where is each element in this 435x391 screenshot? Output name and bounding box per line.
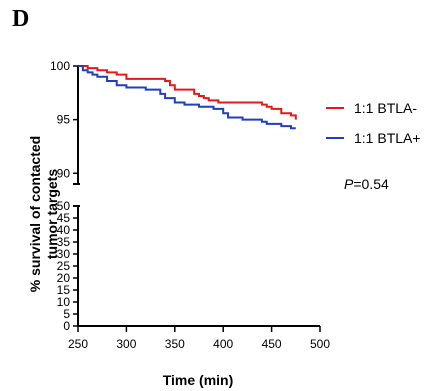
y-tick-label-lower-10: 10 [57,295,71,309]
y-tick-label-lower-50: 50 [57,199,71,213]
x-tick-label-500: 500 [310,337,330,351]
x-tick-label-300: 300 [116,337,136,351]
series-line-btla-neg [78,65,297,120]
y-tick-label-lower-45: 45 [57,211,71,225]
y-axis-label: % survival of contactedtumor targets [27,136,60,292]
y-tick-label-lower-25: 25 [57,259,71,273]
legend-swatch-btla-pos [326,137,344,139]
p-value-symbol: P [344,176,354,192]
legend-item-btla-neg: 1:1 BTLA- [326,100,417,116]
legend-swatch-btla-neg [326,107,344,109]
panel-letter: D [12,6,30,32]
x-tick-label-400: 400 [213,337,233,351]
x-tick-label-450: 450 [262,337,282,351]
legend-item-btla-pos: 1:1 BTLA+ [326,130,421,146]
y-tick-label-lower-20: 20 [57,271,71,285]
y-tick-label-upper-90: 90 [57,166,71,180]
p-value-annotation: P=0.54 [344,176,389,192]
series-lines [78,65,297,130]
series-line-btla-pos [78,65,296,130]
p-value-text: =0.54 [353,176,389,192]
x-tick-label-350: 350 [165,337,185,351]
y-tick-label-lower-0: 0 [63,319,70,333]
y-tick-label-lower-40: 40 [57,223,71,237]
x-axis-label: Time (min) [163,372,234,388]
x-tick-label-250: 250 [68,337,88,351]
y-tick-label-lower-15: 15 [57,283,71,297]
legend-label-btla-neg: 1:1 BTLA- [354,100,418,116]
y-tick-label-lower-30: 30 [57,247,71,261]
y-tick-label-lower-5: 5 [63,307,70,321]
legend-label-btla-pos: 1:1 BTLA+ [354,130,421,146]
y-tick-label-upper-95: 95 [57,113,71,127]
y-tick-label-lower-35: 35 [57,235,71,249]
y-tick-label-upper-100: 100 [50,59,70,73]
y-axis-label-line-1: % survival of contacted [27,136,43,292]
y-axis-label-line-2: tumor targets [44,169,60,259]
